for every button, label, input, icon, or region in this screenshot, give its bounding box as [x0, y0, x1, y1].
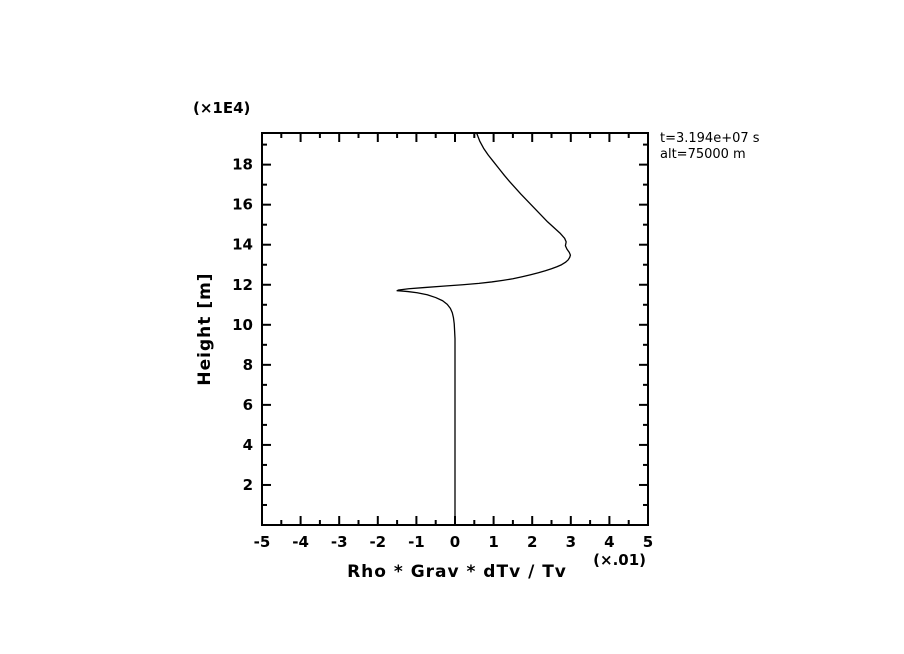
plot-annotation-line: t=3.194e+07 s: [660, 131, 760, 146]
x-tick-label: 3: [566, 533, 576, 551]
x-axis-title: Rho * Grav * dTv / Tv: [347, 562, 567, 582]
x-tick-label: 4: [604, 533, 614, 551]
y-tick-label: 8: [243, 356, 253, 374]
plot-annotation-line: alt=75000 m: [660, 147, 746, 162]
y-tick-label: 4: [243, 436, 253, 454]
x-tick-label: -1: [408, 533, 425, 551]
y-tick-label: 18: [232, 156, 253, 174]
x-tick-label: -5: [254, 533, 271, 551]
y-axis-title: Height [m]: [195, 272, 215, 385]
y-tick-label: 14: [232, 236, 253, 254]
y-axis-multiplier-label: (×1E4): [193, 99, 250, 117]
y-tick-label: 12: [232, 276, 253, 294]
x-tick-label: -4: [292, 533, 309, 551]
x-tick-label: 2: [527, 533, 537, 551]
x-tick-label: -2: [369, 533, 386, 551]
y-tick-label: 10: [232, 316, 253, 334]
data-curve: [396, 132, 572, 520]
x-tick-label: 0: [450, 533, 460, 551]
x-tick-label: 1: [488, 533, 498, 551]
y-tick-label: 16: [232, 196, 253, 214]
y-tick-label: 2: [243, 476, 253, 494]
x-tick-label: -3: [331, 533, 348, 551]
x-tick-label: 5: [643, 533, 653, 551]
x-axis-multiplier-label: (×.01): [593, 551, 646, 569]
y-tick-label: 6: [243, 396, 253, 414]
